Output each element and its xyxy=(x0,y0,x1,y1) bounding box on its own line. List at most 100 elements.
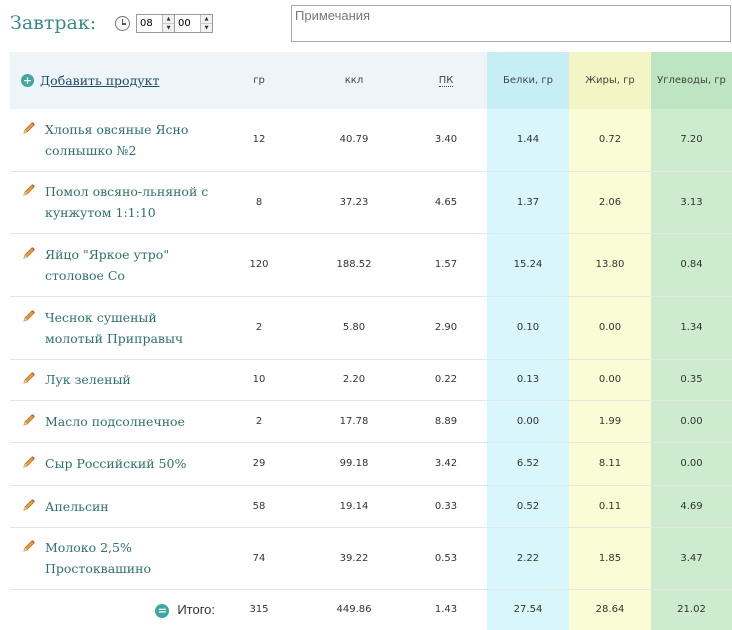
hour-value[interactable]: 08 xyxy=(140,18,153,29)
cell-protein: 0.52 xyxy=(487,485,569,527)
chevron-up-icon[interactable]: ▲ xyxy=(163,15,174,23)
totals-label: Итого: xyxy=(177,601,215,617)
total-protein: 27.54 xyxy=(487,589,569,630)
product-name[interactable]: Помол овсяно-льняной с кунжутом 1:1:10 xyxy=(45,184,209,220)
cell-grams: 58 xyxy=(252,500,266,512)
pencil-icon[interactable] xyxy=(22,246,36,260)
product-name[interactable]: Лук зеленый xyxy=(45,372,131,387)
total-kcal: 449.86 xyxy=(336,604,372,616)
minute-value[interactable]: 00 xyxy=(178,18,191,29)
chevron-down-icon[interactable]: ▼ xyxy=(201,23,212,32)
cell-grams: 2 xyxy=(255,322,263,333)
cell-carbs: 0.00 xyxy=(651,400,732,442)
product-name-cell: Хлопья овсяные Ясно солнышко №2 xyxy=(10,109,215,171)
pencil-icon[interactable] xyxy=(22,183,36,197)
product-name-cell: Лук зеленый xyxy=(10,359,215,400)
cell-kcal: 2.20 xyxy=(342,374,366,385)
minute-spinner[interactable]: 00 ▲ ▼ xyxy=(174,14,213,33)
cell-protein: 1.37 xyxy=(487,171,569,233)
hour-spinner-arrows[interactable]: ▲ ▼ xyxy=(162,15,174,32)
cell-protein: 1.44 xyxy=(487,109,569,171)
column-header-fat: Жиры, гр xyxy=(569,52,651,109)
cell-pk: 8.89 xyxy=(434,415,458,427)
cell-protein: 6.52 xyxy=(487,442,569,485)
chevron-down-icon[interactable]: ▼ xyxy=(163,23,174,32)
cell-carbs: 0.00 xyxy=(651,442,732,485)
meal-title: Завтрак: xyxy=(10,12,97,34)
cell-pk: 4.65 xyxy=(434,196,458,208)
minute-spinner-arrows[interactable]: ▲ ▼ xyxy=(200,15,212,32)
cell-grams: 10 xyxy=(252,374,266,385)
pencil-icon[interactable] xyxy=(22,498,36,512)
column-header-kcal: ккл xyxy=(344,75,364,86)
product-name[interactable]: Яйцо "Яркое утро" столовое Со xyxy=(45,246,170,283)
table-row: Яйцо "Яркое утро" столовое Со 120 188.52 1.… xyxy=(10,233,732,296)
cell-kcal: 5.80 xyxy=(342,322,366,333)
cell-grams: 8 xyxy=(255,196,263,208)
table-row: Масло подсолнечное 2 17.78 8.89 0.00 1.99 0.00 xyxy=(10,400,732,442)
cell-fat: 0.00 xyxy=(569,296,651,359)
product-name-cell: Яйцо "Яркое утро" столовое Со xyxy=(10,233,215,296)
plus-circle-icon[interactable]: + xyxy=(21,74,34,87)
pencil-icon[interactable] xyxy=(22,309,36,323)
add-product-cell: + Добавить продукт xyxy=(10,52,215,109)
cell-carbs: 3.47 xyxy=(651,527,732,589)
cell-fat: 0.00 xyxy=(569,359,651,400)
cell-fat: 1.85 xyxy=(569,527,651,589)
product-name-cell: Сыр Российский 50% xyxy=(10,442,215,485)
table-row: Молоко 2,5% Простоквашино 74 39.22 0.53 2.22… xyxy=(10,527,732,589)
product-name[interactable]: Молоко 2,5% Простоквашино xyxy=(45,540,151,576)
cell-protein: 0.00 xyxy=(487,400,569,442)
pk-abbreviation[interactable]: ПК xyxy=(438,75,454,87)
cell-carbs: 0.84 xyxy=(651,233,732,296)
pencil-icon[interactable] xyxy=(22,371,36,385)
product-name[interactable]: Хлопья овсяные Ясно солнышко №2 xyxy=(45,121,189,158)
cell-pk: 0.22 xyxy=(434,374,458,385)
cell-pk: 0.53 xyxy=(434,552,458,564)
cell-grams: 29 xyxy=(252,458,266,469)
total-carbs: 21.02 xyxy=(651,589,732,630)
cell-fat: 8.11 xyxy=(569,442,651,485)
meal-header: Завтрак: 08 ▲ ▼ 00 ▲ ▼ Примечания xyxy=(0,0,732,52)
total-fat: 28.64 xyxy=(569,589,651,630)
column-header-pk: ПК xyxy=(405,52,487,109)
pencil-icon[interactable] xyxy=(22,413,36,427)
pencil-icon[interactable] xyxy=(22,539,36,553)
table-header-row: + Добавить продукт гр ккл ПК Белки, гр Жи… xyxy=(10,52,732,109)
column-header-grams: гр xyxy=(253,75,265,86)
cell-fat: 1.99 xyxy=(569,400,651,442)
cell-kcal: 37.23 xyxy=(339,196,369,208)
cell-carbs: 4.69 xyxy=(651,485,732,527)
product-name[interactable]: Апельсин xyxy=(45,498,109,514)
add-product-link[interactable]: Добавить продукт xyxy=(40,73,160,88)
cell-protein: 0.10 xyxy=(487,296,569,359)
product-name[interactable]: Чеснок сушеный молотый Приправыч xyxy=(45,309,184,346)
cell-fat: 0.11 xyxy=(569,485,651,527)
total-grams: 315 xyxy=(249,604,269,616)
product-name-cell: Чеснок сушеный молотый Приправыч xyxy=(10,296,215,359)
cell-pk: 3.40 xyxy=(434,134,458,146)
cell-fat: 13.80 xyxy=(569,233,651,296)
table-row: Хлопья овсяные Ясно солнышко №2 12 40.79 3.… xyxy=(10,109,732,171)
cell-grams: 74 xyxy=(252,552,266,564)
cell-fat: 0.72 xyxy=(569,109,651,171)
chevron-up-icon[interactable]: ▲ xyxy=(201,15,212,23)
cell-kcal: 19.14 xyxy=(339,500,369,512)
cell-carbs: 3.13 xyxy=(651,171,732,233)
cell-pk: 2.90 xyxy=(434,322,458,333)
total-pk: 1.43 xyxy=(434,604,458,616)
totals-label-cell: = Итого: xyxy=(10,589,215,630)
pencil-icon[interactable] xyxy=(22,455,36,469)
table-row: Чеснок сушеный молотый Приправыч 2 5.80 2.9… xyxy=(10,296,732,359)
hour-spinner[interactable]: 08 ▲ ▼ xyxy=(136,14,175,33)
product-name[interactable]: Масло подсолнечное xyxy=(45,413,185,429)
product-name-cell: Апельсин xyxy=(10,485,215,527)
cell-protein: 15.24 xyxy=(487,233,569,296)
pencil-icon[interactable] xyxy=(22,121,36,135)
column-header-carbs: Углеводы, гр xyxy=(651,52,732,109)
cell-kcal: 99.18 xyxy=(339,458,369,469)
product-name[interactable]: Сыр Российский 50% xyxy=(45,456,187,471)
cell-kcal: 39.22 xyxy=(339,552,369,564)
notes-textarea[interactable]: Примечания xyxy=(291,5,731,42)
product-name-cell: Молоко 2,5% Простоквашино xyxy=(10,527,215,589)
